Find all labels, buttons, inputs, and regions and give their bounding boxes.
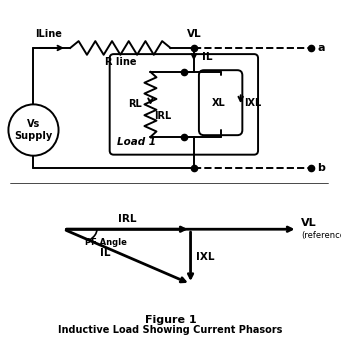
Text: IXL: IXL xyxy=(244,98,261,108)
Text: (reference): (reference) xyxy=(301,231,341,240)
Text: b: b xyxy=(317,163,325,173)
Text: IL: IL xyxy=(202,52,213,62)
Text: VL: VL xyxy=(187,29,201,39)
Text: VL: VL xyxy=(301,217,316,228)
Text: IRL: IRL xyxy=(154,111,171,121)
Text: IXL: IXL xyxy=(195,252,214,262)
Text: a: a xyxy=(317,43,325,53)
Text: R line: R line xyxy=(105,57,136,67)
Text: IRL: IRL xyxy=(118,214,136,224)
Text: Load 1: Load 1 xyxy=(117,137,156,147)
Text: Vs
Supply: Vs Supply xyxy=(14,119,53,141)
Text: XL: XL xyxy=(212,98,226,108)
Text: IL: IL xyxy=(100,248,110,258)
Text: Inductive Load Showing Current Phasors: Inductive Load Showing Current Phasors xyxy=(58,325,283,335)
Text: RL: RL xyxy=(128,99,142,109)
Text: PF Angle: PF Angle xyxy=(85,238,127,247)
Text: ILine: ILine xyxy=(35,29,62,39)
Text: Figure 1: Figure 1 xyxy=(145,315,196,325)
